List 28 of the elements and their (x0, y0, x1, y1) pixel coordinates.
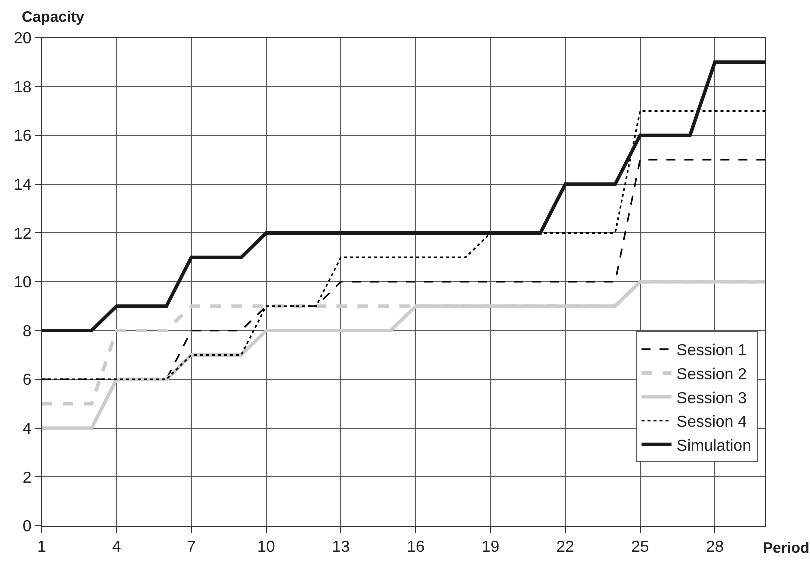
y-tick-label: 2 (22, 470, 32, 487)
legend-label: Session 2 (676, 366, 748, 384)
x-tick-label: 25 (631, 539, 650, 556)
legend-label: Session 4 (676, 414, 748, 432)
legend-label: Simulation (676, 438, 752, 455)
y-axis-title: Capacity (22, 9, 86, 26)
x-tick-label: 1 (38, 539, 47, 556)
y-tick-label: 8 (22, 323, 32, 340)
x-tick-label: 28 (706, 539, 724, 556)
x-tick-label: 4 (112, 539, 122, 556)
y-tick-label: 12 (14, 226, 32, 243)
y-tick-label: 6 (22, 372, 32, 390)
x-tick-label: 13 (332, 539, 350, 556)
legend-label: Session 3 (676, 390, 748, 408)
y-tick-label: 20 (14, 30, 32, 48)
x-tick-label: 19 (482, 539, 500, 556)
legend-label: Session 1 (676, 342, 748, 360)
x-axis-title: Period (763, 540, 810, 557)
x-tick-label: 16 (407, 539, 425, 556)
x-tick-label: 10 (257, 539, 276, 556)
y-tick-label: 10 (14, 274, 32, 292)
y-tick-label: 4 (22, 421, 32, 438)
x-tick-label: 7 (187, 539, 196, 556)
y-tick-label: 14 (14, 177, 32, 194)
y-tick-label: 18 (14, 79, 32, 96)
x-tick-label: 22 (556, 539, 575, 556)
y-tick-label: 16 (14, 128, 32, 146)
y-tick-label: 0 (22, 518, 32, 536)
